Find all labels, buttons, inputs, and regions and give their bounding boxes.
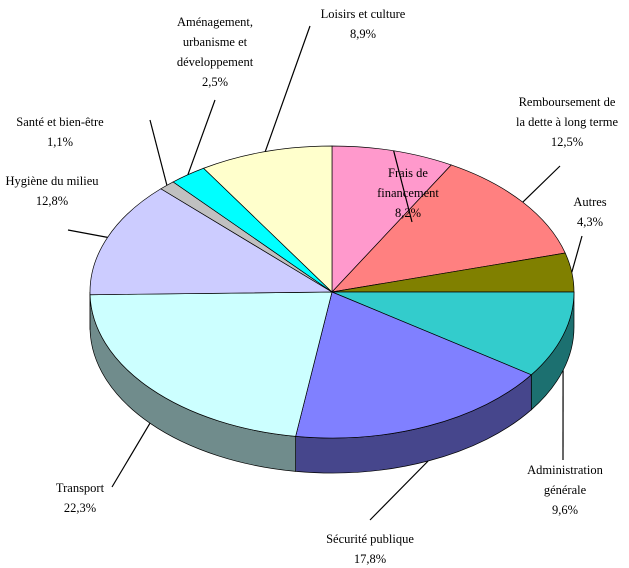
label-line: Remboursement de (519, 95, 616, 109)
label-line: générale (544, 483, 587, 497)
value-label: 17,8% (354, 552, 386, 566)
slice (202, 145, 333, 293)
slice-label: Frais de financement (377, 166, 439, 200)
label-line: Loisirs et culture (321, 7, 406, 21)
label-line: financement (377, 186, 439, 200)
slice-label: Loisirs et culture (321, 7, 406, 21)
leader-line (264, 25, 311, 152)
leader-line (149, 119, 168, 186)
value-label: 8,9% (350, 27, 376, 41)
label-line: la dette à long terme (516, 115, 618, 129)
slice (89, 291, 333, 437)
label-line: Transport (56, 481, 105, 495)
slice (295, 291, 532, 439)
slice-label: Hygiène du milieu (5, 174, 99, 188)
slice-label: Transport (56, 481, 105, 495)
slice-label: Administration générale (527, 463, 603, 497)
value-label: 4,3% (577, 215, 603, 229)
slice-label: Autres (573, 195, 606, 209)
label-line: Aménagement, (177, 15, 253, 29)
label-line: Frais de (388, 166, 428, 180)
value-label: 1,1% (47, 135, 73, 149)
slice (331, 145, 452, 293)
leader-line (67, 229, 108, 238)
label-line: Sécurité publique (326, 532, 414, 546)
value-label: 9,6% (552, 503, 578, 517)
label-line: développement (177, 55, 254, 69)
leader-line (111, 422, 151, 488)
label-line: Administration (527, 463, 603, 477)
leader-line (571, 235, 583, 273)
value-label: 12,8% (36, 194, 68, 208)
label-line: urbanisme et (183, 35, 248, 49)
slice-label: Sécurité publique (326, 532, 414, 546)
leader-line (187, 99, 216, 175)
slice-label: Remboursement de la dette à long terme (516, 95, 618, 129)
label-line: Hygiène du milieu (5, 174, 99, 188)
slice-label: Santé et bien-être (16, 115, 104, 129)
value-label: 8,2% (395, 206, 421, 220)
slice (331, 291, 575, 376)
leader-line (369, 460, 429, 521)
value-label: 22,3% (64, 501, 96, 515)
leader-line (393, 150, 413, 223)
label-line: Autres (573, 195, 606, 209)
value-label: 2,5% (202, 75, 228, 89)
leader-line (522, 165, 561, 203)
slice-label: Aménagement, urbanisme et développement (177, 15, 254, 69)
value-label: 12,5% (551, 135, 583, 149)
slice (331, 164, 566, 293)
label-line: Santé et bien-être (16, 115, 104, 129)
